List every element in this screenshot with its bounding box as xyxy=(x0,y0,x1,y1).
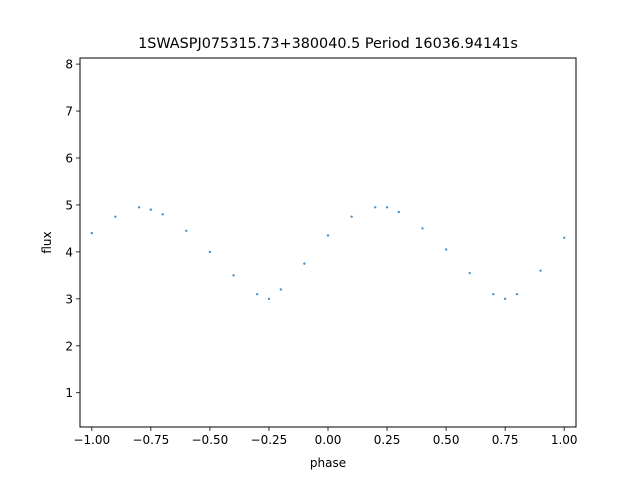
data-point xyxy=(562,236,566,240)
x-axis: −1.00 −0.75 −0.50 −0.25 0.00 0.25 0.50 0.75 1.00 xyxy=(73,427,578,447)
x-tick-label: −1.00 xyxy=(73,433,110,447)
data-point xyxy=(444,248,448,251)
data-point xyxy=(492,292,495,296)
x-tick-label: 0.75 xyxy=(492,433,519,447)
data-point xyxy=(267,297,271,301)
data-point xyxy=(114,215,117,218)
data-point xyxy=(539,269,542,272)
y-axis-label: flux xyxy=(40,231,54,253)
x-tick-label: 0.00 xyxy=(315,433,342,447)
y-tick-label: 7 xyxy=(65,105,73,119)
x-tick-label: 0.25 xyxy=(374,433,401,447)
data-point xyxy=(421,227,424,230)
x-tick-label: −0.50 xyxy=(192,433,229,447)
data-point xyxy=(161,213,164,216)
y-tick-label: 3 xyxy=(65,292,73,306)
y-axis: 1 2 3 4 5 6 7 8 xyxy=(65,58,80,400)
x-tick-label: −0.25 xyxy=(251,433,288,447)
data-point xyxy=(149,208,153,211)
data-point xyxy=(515,292,519,296)
chart-title: 1SWASPJ075315.73+380040.5 Period 16036.9… xyxy=(138,36,518,52)
data-point xyxy=(374,206,377,209)
x-tick-label: −0.75 xyxy=(132,433,169,447)
data-point xyxy=(208,250,212,254)
data-point xyxy=(303,262,306,265)
data-point xyxy=(397,210,401,214)
data-point xyxy=(185,229,188,232)
data-point xyxy=(137,206,141,209)
data-point xyxy=(255,292,259,296)
data-point xyxy=(503,297,507,301)
data-point xyxy=(326,234,330,237)
data-point xyxy=(385,206,389,209)
data-points xyxy=(90,206,566,301)
y-tick-label: 8 xyxy=(65,58,73,72)
x-axis-label: phase xyxy=(310,456,346,470)
plot-frame xyxy=(79,57,577,428)
y-tick-label: 4 xyxy=(65,245,73,259)
y-tick-label: 1 xyxy=(65,386,73,400)
data-point xyxy=(90,231,94,235)
y-tick-label: 6 xyxy=(65,151,73,165)
data-point xyxy=(350,215,353,218)
y-tick-label: 2 xyxy=(65,339,73,353)
x-tick-label: 1.00 xyxy=(551,433,578,447)
data-point xyxy=(279,288,282,291)
y-tick-label: 5 xyxy=(65,198,73,212)
data-point xyxy=(232,274,235,277)
data-point xyxy=(468,271,471,275)
x-tick-label: 0.50 xyxy=(433,433,460,447)
